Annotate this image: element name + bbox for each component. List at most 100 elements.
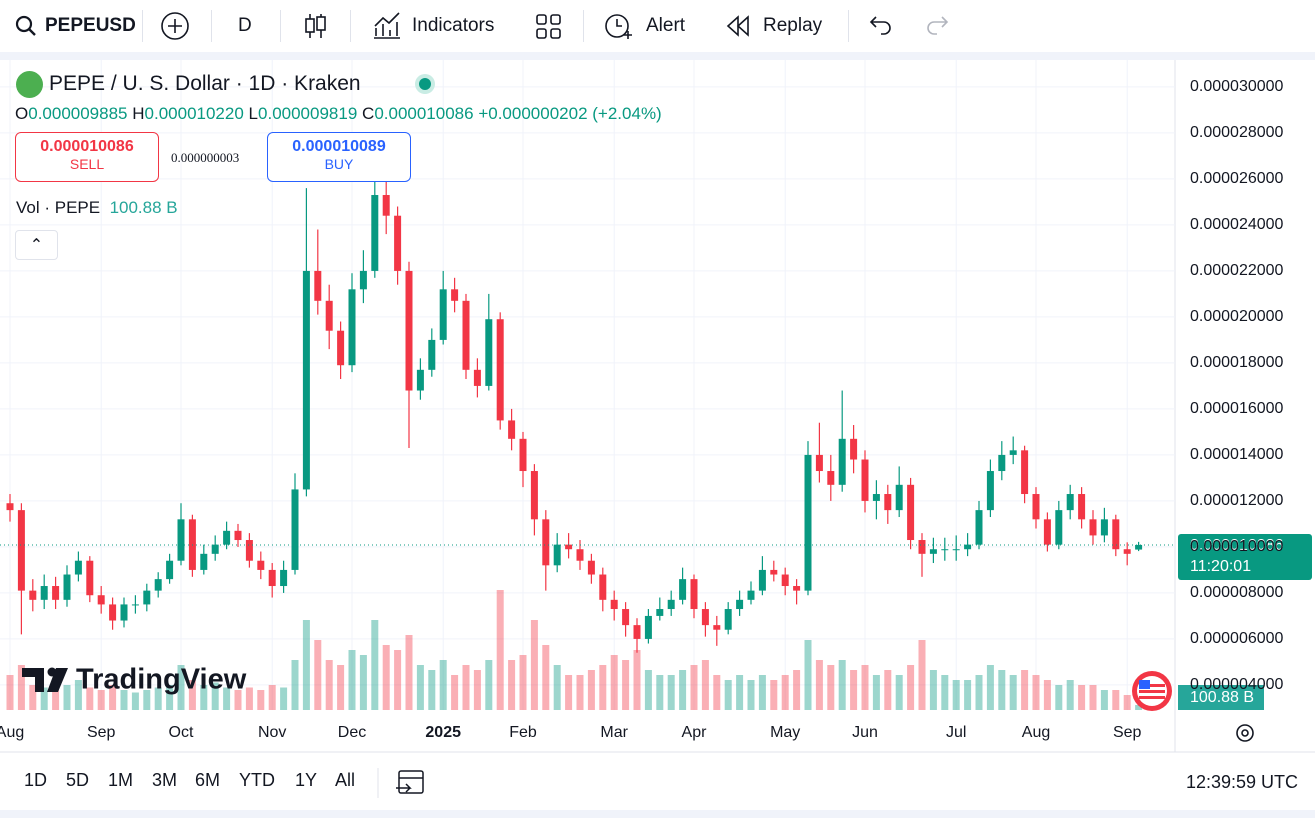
alert-icon[interactable]	[616, 19, 632, 39]
volume-bar	[74, 680, 82, 710]
h-label: H	[132, 104, 145, 123]
sell-price[interactable]: 0.000010086	[40, 138, 134, 155]
buy-price[interactable]: 0.000010089	[292, 138, 386, 155]
candle-body	[964, 544, 972, 550]
candle-body	[713, 625, 721, 630]
volume-bar	[416, 665, 424, 710]
indicators-button[interactable]: Indicators	[412, 15, 495, 36]
sell-button[interactable]: 0.000010086 SELL	[15, 132, 159, 182]
range-button[interactable]: 1M	[108, 770, 134, 790]
range-button[interactable]: YTD	[239, 770, 275, 790]
candle-body	[986, 471, 994, 511]
layout-cell[interactable]	[550, 28, 561, 39]
volume-bar	[690, 665, 698, 710]
candle-body	[302, 270, 310, 490]
candle-type-icon[interactable]	[316, 16, 326, 31]
volume-bar	[188, 680, 196, 710]
layout-icon[interactable]	[536, 14, 561, 39]
volume-bar	[713, 675, 721, 710]
volume-bar	[485, 660, 493, 710]
range-button[interactable]: 3M	[152, 770, 178, 790]
gear-center[interactable]	[1241, 729, 1249, 737]
candle-body	[211, 544, 219, 554]
candle-body	[519, 438, 527, 472]
change: +0.000000202	[478, 104, 588, 123]
calendar-arrow[interactable]	[396, 783, 412, 793]
volume-bar	[644, 670, 652, 710]
candle-body	[337, 330, 345, 366]
candle-body	[861, 459, 869, 501]
symbol-logo	[16, 71, 43, 98]
indicators-icon[interactable]	[374, 12, 400, 39]
buy-button[interactable]: 0.000010089 BUY	[267, 132, 411, 182]
y-tick-label: 0.000014000	[1190, 446, 1284, 463]
symbol[interactable]: PEPEUSD	[45, 15, 136, 36]
gear[interactable]	[1236, 724, 1254, 742]
compare-icon[interactable]	[161, 12, 189, 40]
volume-bar	[610, 655, 618, 710]
calendar-icon[interactable]	[396, 770, 424, 794]
range-button[interactable]: All	[335, 770, 356, 790]
x-tick-label: Dec	[338, 724, 366, 741]
candle-body	[827, 471, 835, 485]
volume-bar	[587, 670, 595, 710]
candle-body	[804, 454, 812, 591]
candle-body	[473, 369, 481, 386]
y-tick-label: 0.000008000	[1190, 584, 1284, 601]
volume-bar	[211, 682, 219, 710]
volume-bar	[758, 675, 766, 710]
search-icon[interactable]	[15, 15, 33, 33]
volume-bar	[1032, 675, 1040, 710]
candle-body	[496, 319, 504, 421]
layout-cell[interactable]	[536, 14, 547, 25]
candle-body	[394, 215, 402, 271]
replay-icon[interactable]	[726, 15, 749, 37]
volume-legend-value: 100.88 B	[109, 198, 178, 217]
layout-cell[interactable]	[536, 28, 547, 39]
settings-icon[interactable]	[1236, 724, 1254, 742]
sell-label[interactable]: SELL	[69, 156, 105, 172]
candle-body	[40, 586, 48, 600]
compare-icon[interactable]	[168, 19, 182, 33]
range-button[interactable]: 1Y	[295, 770, 318, 790]
x-tick-label: Jun	[852, 724, 878, 741]
candle-body	[280, 569, 288, 587]
range-button[interactable]: 5D	[66, 770, 90, 790]
calendar[interactable]	[398, 770, 424, 794]
collapse-button[interactable]: ⌃	[15, 230, 58, 260]
search-icon[interactable]	[28, 28, 36, 36]
range-button[interactable]: 1D	[24, 770, 48, 790]
candle-body	[154, 579, 162, 591]
buy-label[interactable]: BUY	[324, 156, 354, 172]
volume-bar	[815, 660, 823, 710]
flag-icon	[1132, 671, 1172, 711]
volume-bar	[986, 665, 994, 710]
interval[interactable]: D	[238, 15, 252, 36]
watermark-logo	[22, 667, 68, 692]
volume-bar	[952, 680, 960, 710]
candle-body	[200, 553, 208, 570]
flag-canton	[1139, 680, 1150, 689]
candle-body	[1135, 544, 1143, 550]
x-tick-label: Jul	[946, 724, 966, 741]
alert-button[interactable]: Alert	[646, 15, 686, 36]
volume-bar	[382, 645, 390, 710]
candle-body	[895, 484, 903, 511]
volume-bar	[120, 690, 128, 710]
volume-bar	[781, 675, 789, 710]
replay-button[interactable]: Replay	[763, 15, 823, 36]
undo-icon[interactable]	[869, 16, 891, 35]
l-value: 0.000009819	[258, 104, 358, 123]
redo-icon[interactable]	[927, 16, 949, 35]
candle-type-icon[interactable]	[305, 18, 315, 33]
candle-body	[52, 586, 60, 600]
volume-legend: Vol · PEPE 100.88 B	[16, 198, 178, 218]
volume-bar	[941, 675, 949, 710]
alert-icon[interactable]	[605, 14, 629, 38]
volume-bar	[508, 660, 516, 710]
candle-body	[371, 195, 379, 271]
layout-cell[interactable]	[550, 14, 561, 25]
range-button[interactable]: 6M	[195, 770, 221, 790]
separator	[142, 10, 143, 42]
